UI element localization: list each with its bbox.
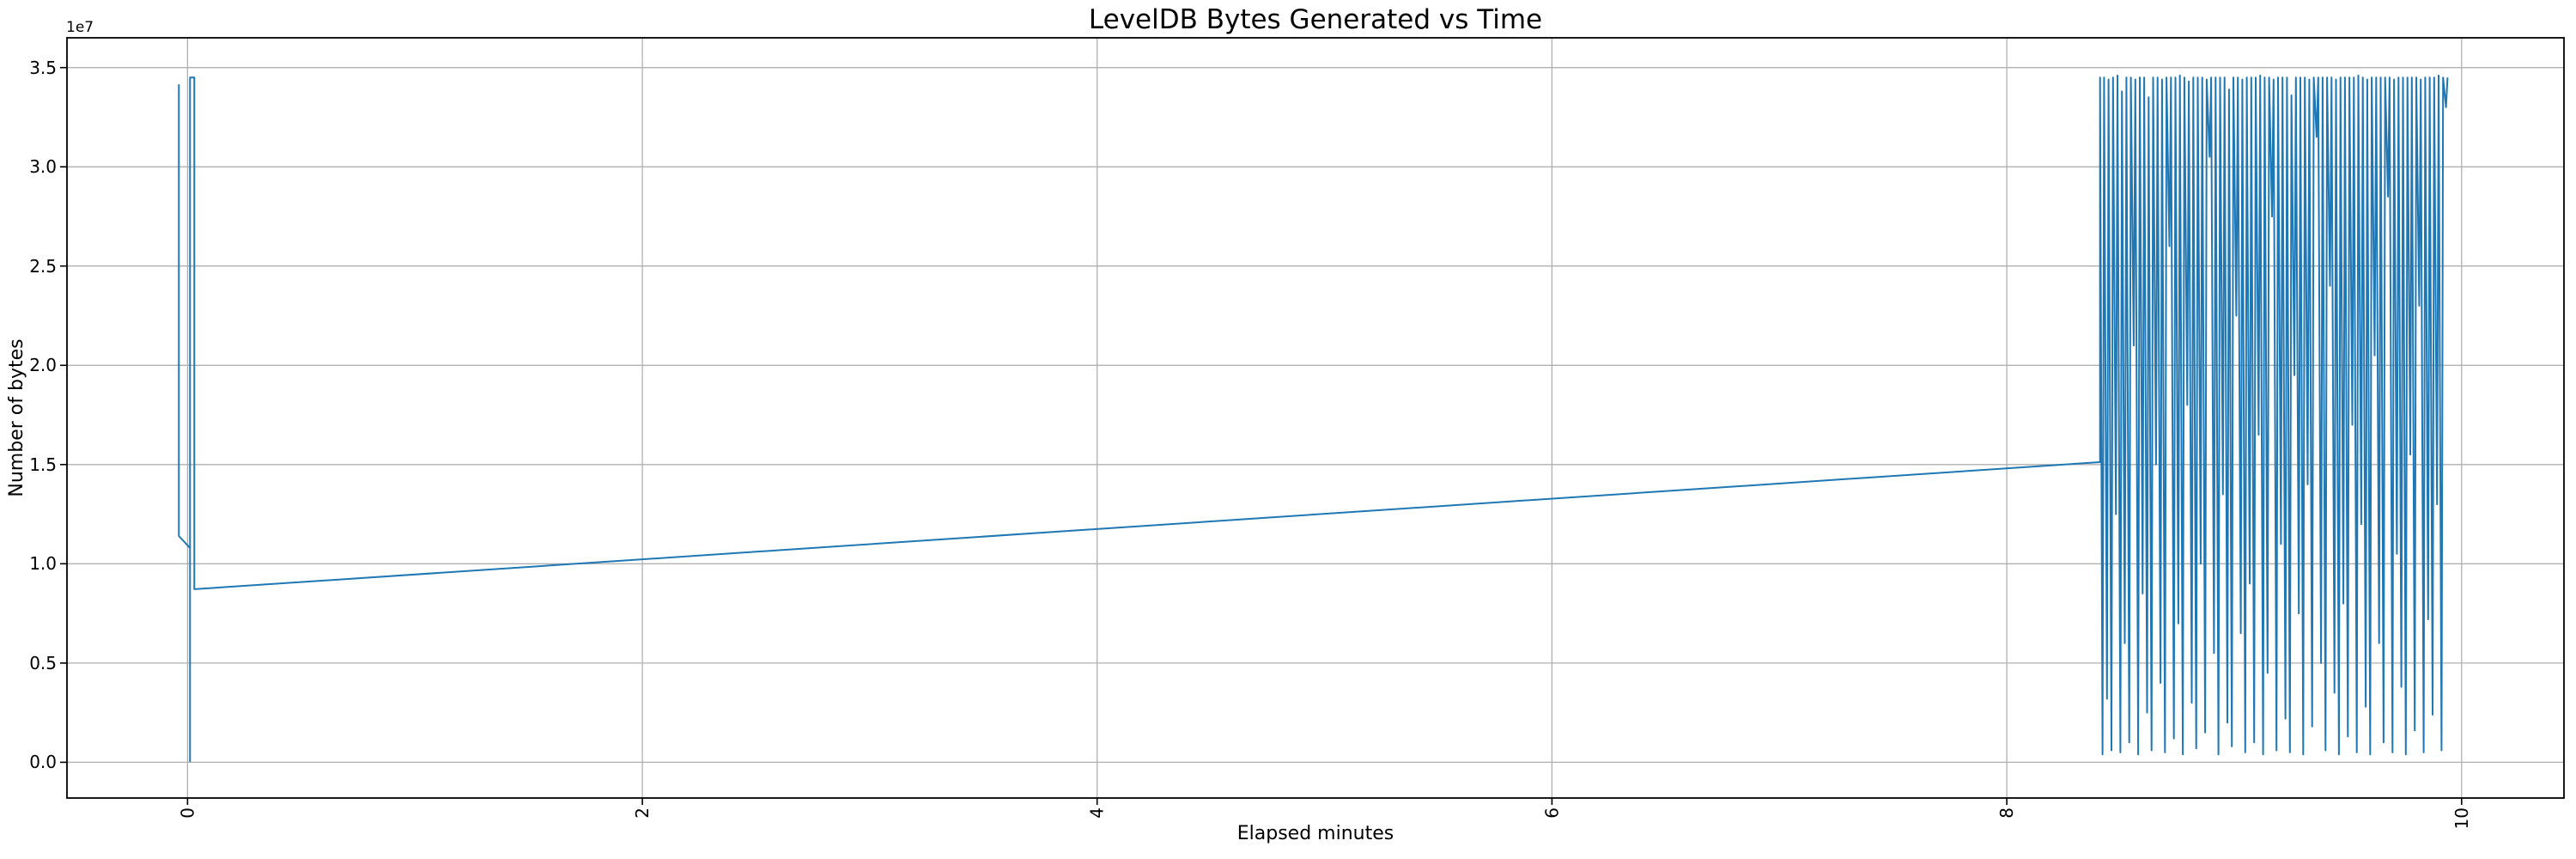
x-tick-label: 8 <box>1996 807 2017 819</box>
y-tick-label: 0.0 <box>29 752 57 773</box>
y-tick-label: 1.5 <box>29 454 57 475</box>
x-tick-label: 4 <box>1087 807 1108 819</box>
x-tick-label: 2 <box>632 807 653 819</box>
y-axis-label: Number of bytes <box>6 338 27 497</box>
y-tick-label: 3.5 <box>29 57 57 78</box>
x-tick-label: 6 <box>1541 807 1562 819</box>
y-tick-label: 2.5 <box>29 255 57 277</box>
x-axis-label: Elapsed minutes <box>1236 823 1394 844</box>
y-tick-label: 0.5 <box>29 652 57 673</box>
y-tick-label: 1.0 <box>29 553 57 575</box>
y-tick-label: 2.0 <box>29 355 57 376</box>
axes-spines <box>66 37 2565 799</box>
chart-title: LevelDB Bytes Generated vs Time <box>1088 4 1543 35</box>
x-tick-label: 0 <box>177 807 197 819</box>
y-tick-label: 3.0 <box>29 156 57 178</box>
x-tick-label: 10 <box>2451 807 2472 829</box>
series-line <box>178 74 2449 763</box>
y-axis-offset-label: 1e7 <box>66 19 94 36</box>
